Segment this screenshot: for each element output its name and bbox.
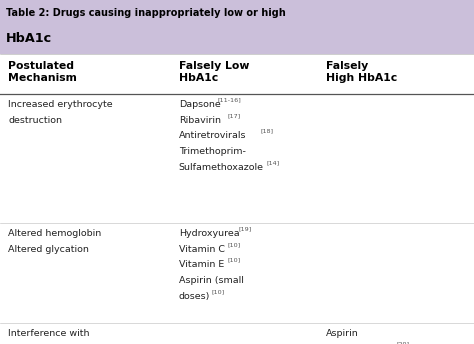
Text: Interference with: Interference with [8, 329, 90, 338]
Text: [19]: [19] [239, 226, 252, 231]
Bar [0, 54, 474, 94]
Text: [11-16]: [11-16] [217, 97, 241, 102]
Text: Increased erythrocyte: Increased erythrocyte [8, 100, 113, 109]
Bar [0, 223, 474, 323]
Text: destruction: destruction [8, 116, 62, 125]
Text: [10]: [10] [228, 258, 241, 262]
Text: Postulated
Mechanism: Postulated Mechanism [8, 61, 77, 83]
Text: Falsely
High HbA1c: Falsely High HbA1c [326, 61, 397, 83]
Text: Aspirin: Aspirin [326, 329, 358, 338]
Text: Antiretrovirals: Antiretrovirals [179, 131, 246, 140]
Text: Aspirin (small: Aspirin (small [179, 276, 244, 285]
Bar [0, 323, 474, 344]
Text: Hydroxyurea: Hydroxyurea [179, 229, 239, 238]
Text: Altered glycation: Altered glycation [8, 245, 89, 254]
Text: Vitamin E: Vitamin E [179, 260, 224, 269]
Text: [10]: [10] [228, 242, 241, 247]
Text: [18]: [18] [261, 129, 274, 133]
Bar [0, 94, 474, 223]
Text: Vitamin C: Vitamin C [179, 245, 225, 254]
Text: doses): doses) [179, 292, 210, 301]
Text: Ribavirin: Ribavirin [179, 116, 221, 125]
Text: Dapsone: Dapsone [179, 100, 220, 109]
Text: Falsely Low
HbA1c: Falsely Low HbA1c [179, 61, 249, 83]
Text: [17]: [17] [228, 113, 241, 118]
Text: [10]: [10] [211, 289, 225, 294]
Text: [20]: [20] [397, 342, 410, 344]
Text: Altered hemoglobin: Altered hemoglobin [8, 229, 101, 238]
Text: Table 2: Drugs causing inappropriately low or high: Table 2: Drugs causing inappropriately l… [6, 8, 285, 18]
Text: HbA1c: HbA1c [6, 32, 52, 45]
Text: [14]: [14] [266, 160, 280, 165]
Bar [0, 0, 474, 54]
Text: Trimethoprim-: Trimethoprim- [179, 147, 246, 156]
Text: Sulfamethoxazole: Sulfamethoxazole [179, 163, 264, 172]
